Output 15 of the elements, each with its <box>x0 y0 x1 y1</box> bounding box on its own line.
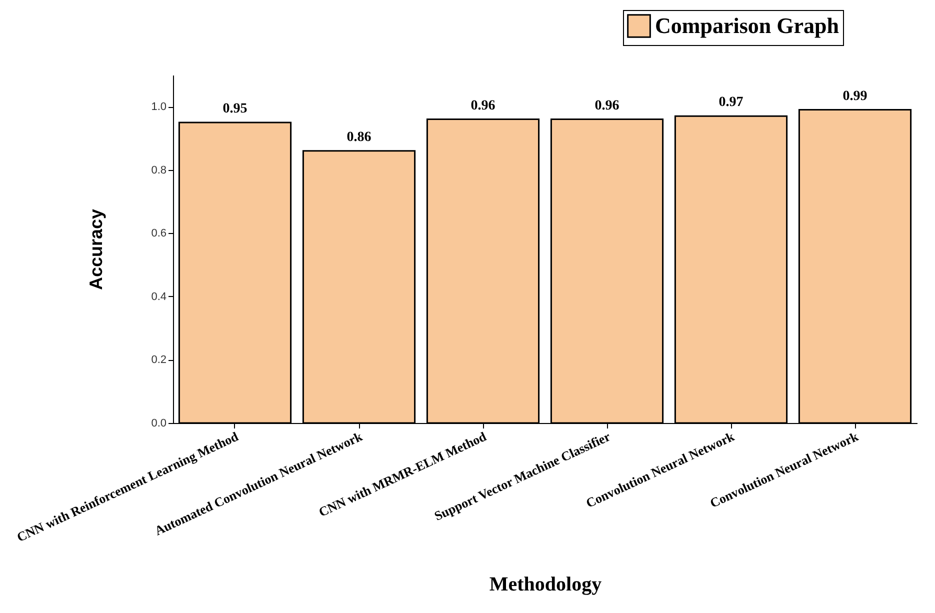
data-label: 0.99 <box>842 88 868 104</box>
y-axis-title: Accuracy <box>86 208 106 290</box>
y-tick-label: 0.6 <box>151 228 166 240</box>
y-tick-label: 0.4 <box>151 290 166 303</box>
data-label: 0.86 <box>346 130 372 145</box>
y-tick-label: 0.8 <box>151 164 166 176</box>
y-tick-label: 0.0 <box>151 418 166 430</box>
data-label: 0.96 <box>470 98 496 114</box>
legend-label: Comparison Graph <box>655 13 839 38</box>
y-tick-label: 1.0 <box>151 101 166 114</box>
data-label: 0.96 <box>594 98 620 114</box>
data-label: 0.95 <box>222 101 248 116</box>
y-tick-label: 0.2 <box>151 354 166 366</box>
data-label: 0.97 <box>718 95 744 110</box>
x-axis-title: Methodology <box>489 574 602 596</box>
